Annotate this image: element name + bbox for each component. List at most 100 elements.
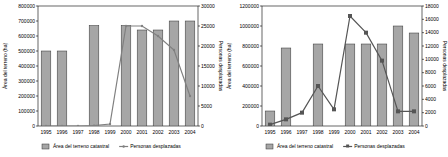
y-tick-label: 200000 [18, 93, 35, 99]
x-tick-label: 2004 [184, 129, 195, 135]
line [46, 26, 190, 126]
x-tick-label: 1995 [264, 129, 275, 135]
x-tick-label: 1997 [72, 129, 83, 135]
x-tick-label: 1996 [56, 129, 67, 135]
y-tick-label: 400000 [18, 63, 35, 69]
marker [332, 107, 336, 111]
y-tick-label: 800000 [242, 43, 259, 49]
y2-tick-label: 30000 [201, 3, 215, 9]
y2-tick-label: 15000 [201, 63, 215, 69]
y2-tick [422, 46, 424, 47]
x-tick-label: 1997 [296, 129, 307, 135]
y2-tick [422, 32, 424, 33]
marker [141, 25, 143, 27]
marker [380, 59, 384, 63]
y-tick-label: 100000 [18, 108, 35, 114]
marker [396, 109, 400, 113]
y-tick [260, 66, 262, 67]
y-tick-label: 400000 [242, 83, 259, 89]
marker [364, 31, 368, 35]
marker [93, 124, 95, 126]
y-axis-label: Área del terreno (ha) [226, 43, 232, 89]
bar [153, 30, 163, 126]
y2-axis-label: Personas desplazadas [442, 41, 448, 92]
marker [173, 49, 175, 51]
y2-tick-label: 10000 [425, 56, 439, 62]
y2-tick [198, 26, 200, 27]
legend-marker [346, 145, 349, 148]
y-tick-label: 1000000 [240, 23, 260, 29]
data-area [265, 14, 419, 126]
y-tick [36, 21, 38, 22]
y2-tick-label: 0 [201, 123, 204, 129]
y-tick [36, 96, 38, 97]
y2-tick [198, 46, 200, 47]
y-tick-label: 0 [256, 123, 259, 129]
bar [345, 44, 355, 126]
y-tick [260, 46, 262, 47]
legend-swatch [119, 146, 128, 147]
y-tick-label: 200000 [242, 103, 259, 109]
bar [57, 51, 67, 126]
y2-axis-label: Personas desplazadas [218, 41, 224, 92]
bar [41, 51, 51, 126]
bar [313, 44, 323, 126]
bar [169, 21, 179, 126]
y-tick [260, 126, 262, 127]
y-tick [36, 126, 38, 127]
y2-tick [422, 99, 424, 100]
x-tick-label: 2004 [408, 129, 419, 135]
legend-label: Personas desplazadas [354, 143, 405, 149]
y-tick-label: 300000 [18, 78, 35, 84]
marker [316, 84, 320, 88]
bar [89, 26, 99, 127]
line [270, 16, 414, 125]
x-tick-label: 1996 [280, 129, 291, 135]
y2-tick-label: 4000 [425, 96, 436, 102]
y2-tick [422, 59, 424, 60]
y-tick-label: 500000 [18, 48, 35, 54]
legend-label: Personas desplazadas [130, 143, 181, 149]
marker [109, 123, 111, 125]
y2-tick [198, 6, 200, 7]
x-tick-label: 2002 [152, 129, 163, 135]
y2-tick [198, 126, 200, 127]
x-tick-label: 2003 [392, 129, 403, 135]
y-tick [36, 81, 38, 82]
marker [125, 25, 127, 27]
x-tick-label: 1998 [88, 129, 99, 135]
y-tick [36, 6, 38, 7]
y2-tick-label: 2000 [425, 109, 436, 115]
y2-tick [198, 106, 200, 107]
bar [361, 44, 371, 126]
y-tick [36, 51, 38, 52]
y2-tick [198, 86, 200, 87]
marker [300, 111, 304, 115]
y-tick-label: 700000 [18, 18, 35, 24]
y-tick-label: 600000 [242, 63, 259, 69]
x-tick-label: 1995 [40, 129, 51, 135]
x-tick-label: 2002 [376, 129, 387, 135]
marker [412, 109, 416, 113]
y-axis-label: Área del terreno (ha) [2, 43, 8, 89]
bar [121, 26, 131, 127]
y2-tick-label: 6000 [425, 83, 436, 89]
y2-tick-label: 10000 [201, 83, 215, 89]
y2-tick [422, 112, 424, 113]
x-tick-label: 1999 [104, 129, 115, 135]
y-tick [260, 86, 262, 87]
bar [185, 21, 195, 126]
y2-tick-label: 8000 [425, 69, 436, 75]
marker [284, 117, 288, 121]
y2-tick [422, 19, 424, 20]
marker [157, 35, 159, 37]
figure: 0100000200000300000400000500000600000700… [0, 0, 448, 157]
x-tick-label: 2000 [120, 129, 131, 135]
y2-tick [422, 86, 424, 87]
y-tick [260, 106, 262, 107]
y2-tick-label: 0 [425, 123, 428, 129]
bar [377, 44, 387, 126]
marker [348, 14, 352, 18]
legend-label: Área del terreno catastral [277, 143, 333, 149]
plot-frame [38, 6, 198, 126]
